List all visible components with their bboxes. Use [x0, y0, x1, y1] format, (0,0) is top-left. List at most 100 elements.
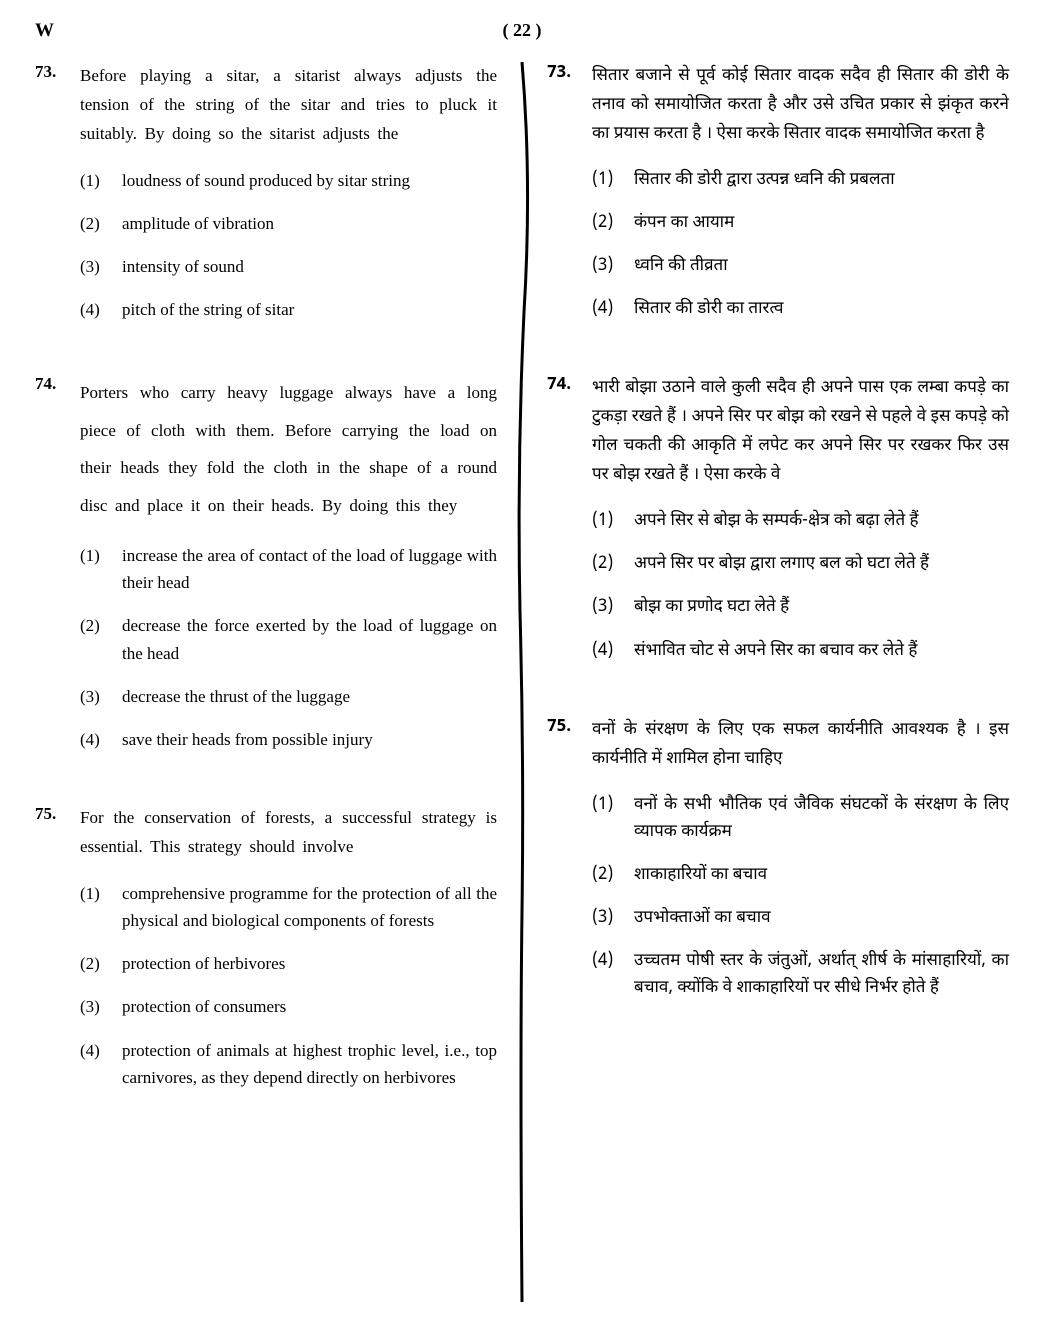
- option-item: (2)protection of herbivores: [80, 950, 497, 977]
- option-item: (4)सितार की डोरी का तारत्व: [592, 296, 1009, 323]
- option-number: (4): [592, 948, 634, 1002]
- option-item: (3)protection of consumers: [80, 993, 497, 1020]
- option-number: (2): [80, 210, 122, 237]
- option-number: (3): [592, 905, 634, 932]
- option-text: loudness of sound produced by sitar stri…: [122, 167, 497, 194]
- option-number: (2): [592, 862, 634, 889]
- option-text: अपने सिर पर बोझ द्वारा लगाए बल को घटा ले…: [634, 551, 1009, 578]
- option-item: (3)बोझ का प्रणोद घटा लेते हैं: [592, 594, 1009, 621]
- option-text: वनों के सभी भौतिक एवं जैविक संघटकों के स…: [634, 792, 1009, 846]
- option-text: उपभोक्ताओं का बचाव: [634, 905, 1009, 932]
- option-item: (1)increase the area of contact of the l…: [80, 542, 497, 596]
- option-text: comprehensive programme for the protecti…: [122, 880, 497, 934]
- option-number: (3): [592, 594, 634, 621]
- option-text: बोझ का प्रणोद घटा लेते हैं: [634, 594, 1009, 621]
- question-body: भारी बोझा उठाने वाले कुली सदैव ही अपने प…: [592, 374, 1009, 680]
- question-text: सितार बजाने से पूर्व कोई सितार वादक सदैव…: [592, 62, 1009, 149]
- option-text: save their heads from possible injury: [122, 726, 497, 753]
- question-text: भारी बोझा उठाने वाले कुली सदैव ही अपने प…: [592, 374, 1009, 490]
- options-list: (1)अपने सिर से बोझ के सम्पर्क-क्षेत्र को…: [592, 508, 1009, 665]
- question-body: सितार बजाने से पूर्व कोई सितार वादक सदैव…: [592, 62, 1009, 339]
- question-block: 74.Porters who carry heavy luggage alway…: [35, 374, 497, 769]
- option-text: protection of consumers: [122, 993, 497, 1020]
- question-block: 75.For the conservation of forests, a su…: [35, 804, 497, 1107]
- page-header: W ( 22 ): [35, 20, 1009, 42]
- option-item: (4)save their heads from possible injury: [80, 726, 497, 753]
- header-left-label: W: [35, 20, 85, 42]
- question-body: Before playing a sitar, a sitarist alway…: [80, 62, 497, 339]
- option-text: intensity of sound: [122, 253, 497, 280]
- option-text: amplitude of vibration: [122, 210, 497, 237]
- option-item: (2)कंपन का आयाम: [592, 210, 1009, 237]
- option-text: protection of animals at highest trophic…: [122, 1037, 497, 1091]
- option-item: (3)intensity of sound: [80, 253, 497, 280]
- option-item: (2)अपने सिर पर बोझ द्वारा लगाए बल को घटा…: [592, 551, 1009, 578]
- option-item: (4)उच्चतम पोषी स्तर के जंतुओं, अर्थात् श…: [592, 948, 1009, 1002]
- option-text: सितार की डोरी द्वारा उत्पन्न ध्वनि की प्…: [634, 167, 1009, 194]
- option-number: (4): [80, 296, 122, 323]
- option-item: (3)decrease the thrust of the luggage: [80, 683, 497, 710]
- option-item: (3)उपभोक्ताओं का बचाव: [592, 905, 1009, 932]
- question-number: 75.: [547, 716, 592, 1019]
- question-block: 73.सितार बजाने से पूर्व कोई सितार वादक स…: [547, 62, 1009, 339]
- option-text: कंपन का आयाम: [634, 210, 1009, 237]
- option-number: (1): [80, 880, 122, 934]
- options-list: (1)increase the area of contact of the l…: [80, 542, 497, 753]
- question-text: For the conservation of forests, a succe…: [80, 804, 497, 862]
- content-columns: 73.Before playing a sitar, a sitarist al…: [35, 62, 1009, 1142]
- option-text: decrease the force exerted by the load o…: [122, 612, 497, 666]
- question-block: 74.भारी बोझा उठाने वाले कुली सदैव ही अपन…: [547, 374, 1009, 680]
- option-item: (4)pitch of the string of sitar: [80, 296, 497, 323]
- option-number: (4): [592, 638, 634, 665]
- option-item: (2)amplitude of vibration: [80, 210, 497, 237]
- question-number: 74.: [35, 374, 80, 769]
- option-number: (3): [592, 253, 634, 280]
- option-item: (2)शाकाहारियों का बचाव: [592, 862, 1009, 889]
- question-number: 73.: [35, 62, 80, 339]
- option-text: अपने सिर से बोझ के सम्पर्क-क्षेत्र को बढ…: [634, 508, 1009, 535]
- options-list: (1)loudness of sound produced by sitar s…: [80, 167, 497, 324]
- option-item: (2)decrease the force exerted by the loa…: [80, 612, 497, 666]
- question-number: 74.: [547, 374, 592, 680]
- english-column: 73.Before playing a sitar, a sitarist al…: [35, 62, 512, 1142]
- question-number: 75.: [35, 804, 80, 1107]
- option-number: (2): [80, 612, 122, 666]
- option-number: (2): [592, 210, 634, 237]
- option-text: ध्वनि की तीव्रता: [634, 253, 1009, 280]
- question-body: Porters who carry heavy luggage always h…: [80, 374, 497, 769]
- option-item: (1)वनों के सभी भौतिक एवं जैविक संघटकों क…: [592, 792, 1009, 846]
- question-text: Before playing a sitar, a sitarist alway…: [80, 62, 497, 149]
- hindi-column: 73.सितार बजाने से पूर्व कोई सितार वादक स…: [532, 62, 1009, 1142]
- options-list: (1)comprehensive programme for the prote…: [80, 880, 497, 1091]
- option-text: pitch of the string of sitar: [122, 296, 497, 323]
- question-text: Porters who carry heavy luggage always h…: [80, 374, 497, 524]
- option-number: (2): [80, 950, 122, 977]
- option-number: (1): [592, 508, 634, 535]
- option-number: (1): [80, 542, 122, 596]
- option-item: (1)सितार की डोरी द्वारा उत्पन्न ध्वनि की…: [592, 167, 1009, 194]
- option-number: (1): [80, 167, 122, 194]
- question-body: वनों के संरक्षण के लिए एक सफल कार्यनीति …: [592, 716, 1009, 1019]
- page-number: ( 22 ): [85, 20, 959, 42]
- option-item: (3)ध्वनि की तीव्रता: [592, 253, 1009, 280]
- option-text: शाकाहारियों का बचाव: [634, 862, 1009, 889]
- option-number: (4): [80, 726, 122, 753]
- options-list: (1)वनों के सभी भौतिक एवं जैविक संघटकों क…: [592, 792, 1009, 1003]
- option-item: (4)protection of animals at highest trop…: [80, 1037, 497, 1091]
- options-list: (1)सितार की डोरी द्वारा उत्पन्न ध्वनि की…: [592, 167, 1009, 324]
- option-text: increase the area of contact of the load…: [122, 542, 497, 596]
- option-number: (2): [592, 551, 634, 578]
- option-number: (4): [80, 1037, 122, 1091]
- option-item: (1)अपने सिर से बोझ के सम्पर्क-क्षेत्र को…: [592, 508, 1009, 535]
- option-number: (1): [592, 792, 634, 846]
- option-number: (1): [592, 167, 634, 194]
- question-block: 75.वनों के संरक्षण के लिए एक सफल कार्यनी…: [547, 716, 1009, 1019]
- option-text: उच्चतम पोषी स्तर के जंतुओं, अर्थात् शीर्…: [634, 948, 1009, 1002]
- option-text: सितार की डोरी का तारत्व: [634, 296, 1009, 323]
- question-body: For the conservation of forests, a succe…: [80, 804, 497, 1107]
- option-item: (4)संभावित चोट से अपने सिर का बचाव कर ले…: [592, 638, 1009, 665]
- option-number: (3): [80, 683, 122, 710]
- option-item: (1)loudness of sound produced by sitar s…: [80, 167, 497, 194]
- question-number: 73.: [547, 62, 592, 339]
- option-number: (3): [80, 253, 122, 280]
